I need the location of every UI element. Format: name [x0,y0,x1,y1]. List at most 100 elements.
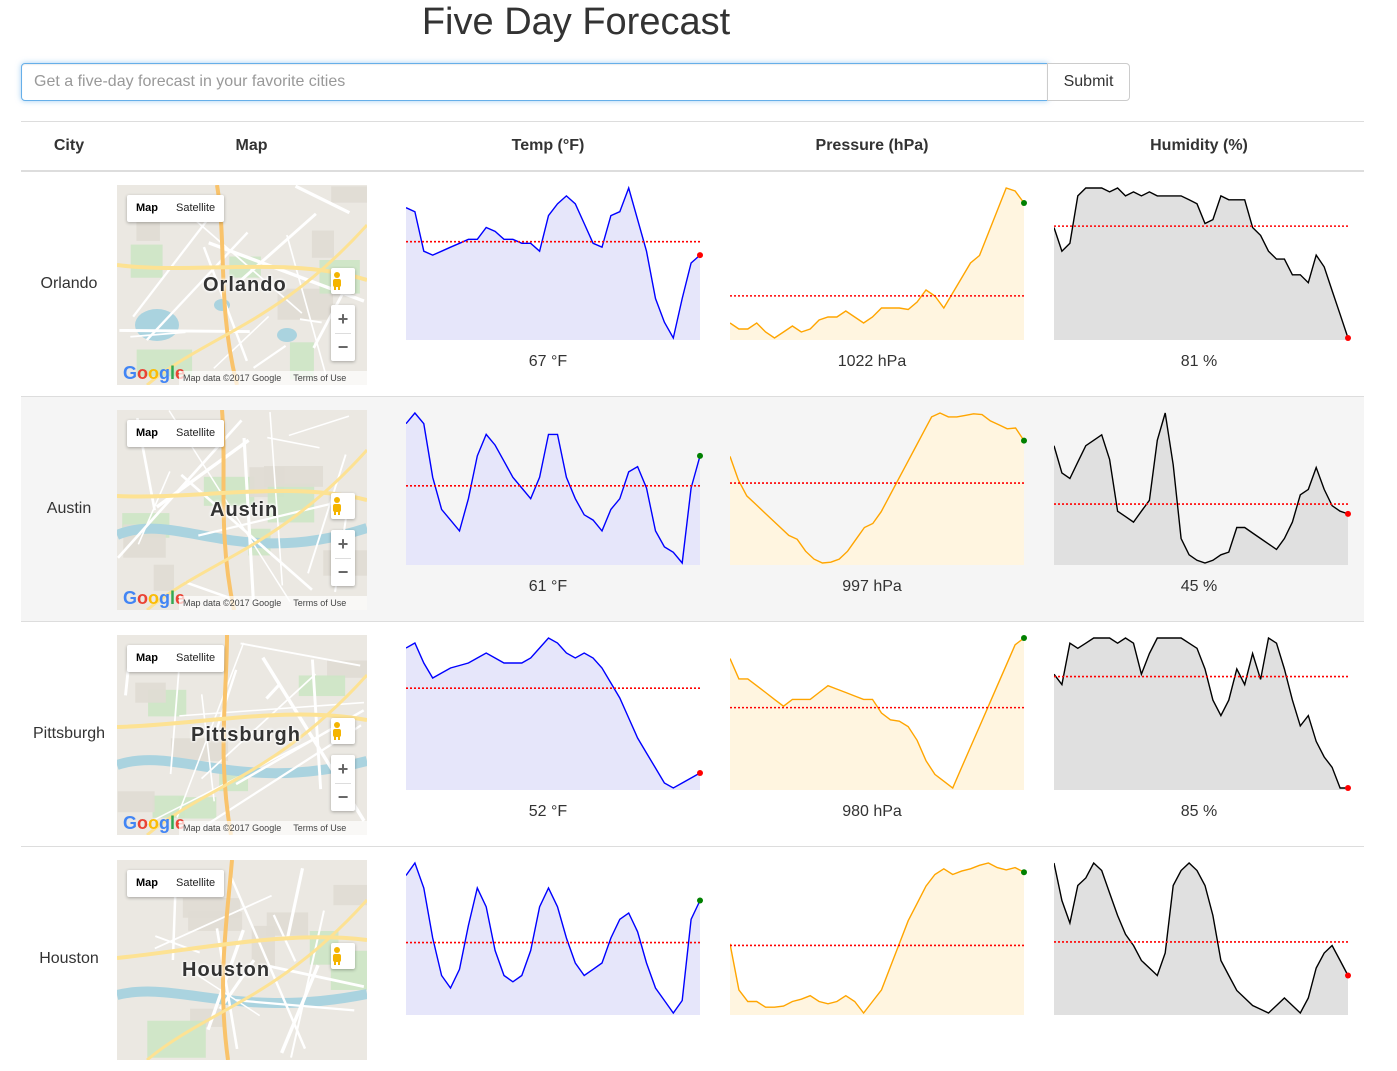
humidity-area [1054,188,1348,340]
pegman-icon[interactable] [331,942,355,969]
humidity-sparkline [1054,861,1351,1015]
zoom-in-button[interactable]: + [337,533,349,554]
map-type-satellite-button[interactable]: Satellite [176,651,216,664]
pressure-end-dot [1021,868,1027,875]
pegman-icon[interactable] [331,717,355,744]
humidity-sparkline [1054,187,1351,341]
column-header-city: City [21,121,117,172]
temp-sparkline [406,860,703,1015]
terms-of-use-link[interactable]: Terms of Use [293,373,347,383]
google-logo: Google [123,812,185,833]
map-city-label: Orlando [203,274,287,296]
submit-button[interactable]: Submit [1047,63,1130,101]
zoom-out-button[interactable]: − [337,337,349,357]
humidity-value: 45 % [1180,577,1218,595]
map-data-credit: Map data ©2017 Google [183,822,282,833]
humidity-value: 81 % [1180,353,1218,370]
temp-end-dot [697,452,703,459]
map-data-credit: Map data ©2017 Google [183,373,282,383]
map-type-map-button[interactable]: Map [136,202,158,214]
temp-end-dot [697,897,703,903]
page-title: Five Day Forecast [421,1,731,43]
map-type-map-button[interactable]: Map [136,426,158,439]
map-houston[interactable]: Map Satellite Houston [117,859,367,1060]
zoom-out-button[interactable]: − [337,561,349,582]
zoom-divider [335,557,351,559]
column-header-map: Map [117,121,386,172]
pressure-end-dot [1021,634,1027,641]
city-row: PittsburghMapSatellitePittsburgh+−Google… [21,620,1364,846]
map-tiles [117,185,367,385]
pressure-cell: 1022 hPa [710,170,1034,396]
city-name: Orlando [21,170,117,396]
temp-sparkline [406,636,703,790]
map-city-label: Pittsburgh [191,723,301,746]
temp-line [406,636,701,789]
pressure-area [730,412,1024,565]
zoom-control: + − [331,305,355,361]
pressure-value: 997 hPa [842,577,902,595]
city-name: Houston [21,845,117,1071]
zoom-in-button[interactable]: + [337,309,349,329]
city-name: Pittsburgh [21,620,117,846]
humidity-line [1054,187,1349,339]
temp-line [406,860,701,1014]
pressure-end-dot [1021,437,1027,444]
temp-area [406,862,700,1015]
humidity-cell: 81 % [1034,170,1364,396]
map-data-credit: Map data ©2017 Google [183,597,282,608]
zoom-in-button[interactable]: + [337,758,349,779]
humidity-cell [1034,845,1364,1071]
humidity-area [1054,637,1348,790]
pressure-cell: 997 hPa [710,395,1034,621]
pegman-icon[interactable] [331,268,355,294]
temp-sparkline [406,411,703,565]
search-input[interactable] [21,63,1048,101]
zoom-out-button[interactable]: − [337,786,349,807]
temp-end-dot [697,769,703,776]
forecast-table: City Map Temp (°F) Pressure (hPa) Humidi… [21,121,1364,1071]
temp-line [406,411,701,565]
map-type-control: Map Satellite [127,419,225,447]
column-header-temp: Temp (°F) [386,121,710,172]
zoom-control: + − [331,754,355,811]
pressure-cell: 980 hPa [710,620,1034,846]
temp-end-dot [697,252,703,259]
city-name: Austin [21,395,117,621]
pressure-area [730,862,1024,1015]
zoom-divider [335,333,351,334]
pressure-sparkline [730,861,1027,1015]
map-type-map-button[interactable]: Map [136,876,158,889]
humidity-cell: 85 % [1034,620,1364,846]
pressure-value: 1022 hPa [837,353,907,370]
terms-of-use-link[interactable]: Terms of Use [293,597,347,608]
terms-of-use-link[interactable]: Terms of Use [293,822,347,833]
humidity-end-dot [1345,335,1351,341]
humidity-sparkline [1054,636,1351,791]
map-type-satellite-button[interactable]: Satellite [176,426,216,439]
map-type-satellite-button[interactable]: Satellite [176,202,216,214]
temp-cell: 52 °F [386,620,710,846]
humidity-sparkline [1054,412,1351,565]
humidity-line [1054,412,1349,564]
pressure-sparkline [730,411,1027,565]
map-type-map-button[interactable]: Map [136,651,158,664]
column-header-humidity: Humidity (%) [1034,121,1364,172]
search-form: Submit [21,63,1130,101]
map-type-control: Map Satellite [127,869,225,897]
temp-value: 61 °F [528,577,568,595]
pressure-sparkline [730,187,1027,340]
temp-line [406,185,701,340]
pressure-area [730,637,1024,790]
humidity-end-dot [1345,972,1351,978]
humidity-line [1054,636,1348,789]
map-attribution: Map data ©2017 Google Terms of Use [179,595,367,610]
map-type-satellite-button[interactable]: Satellite [176,876,216,889]
pegman-icon[interactable] [331,492,355,519]
